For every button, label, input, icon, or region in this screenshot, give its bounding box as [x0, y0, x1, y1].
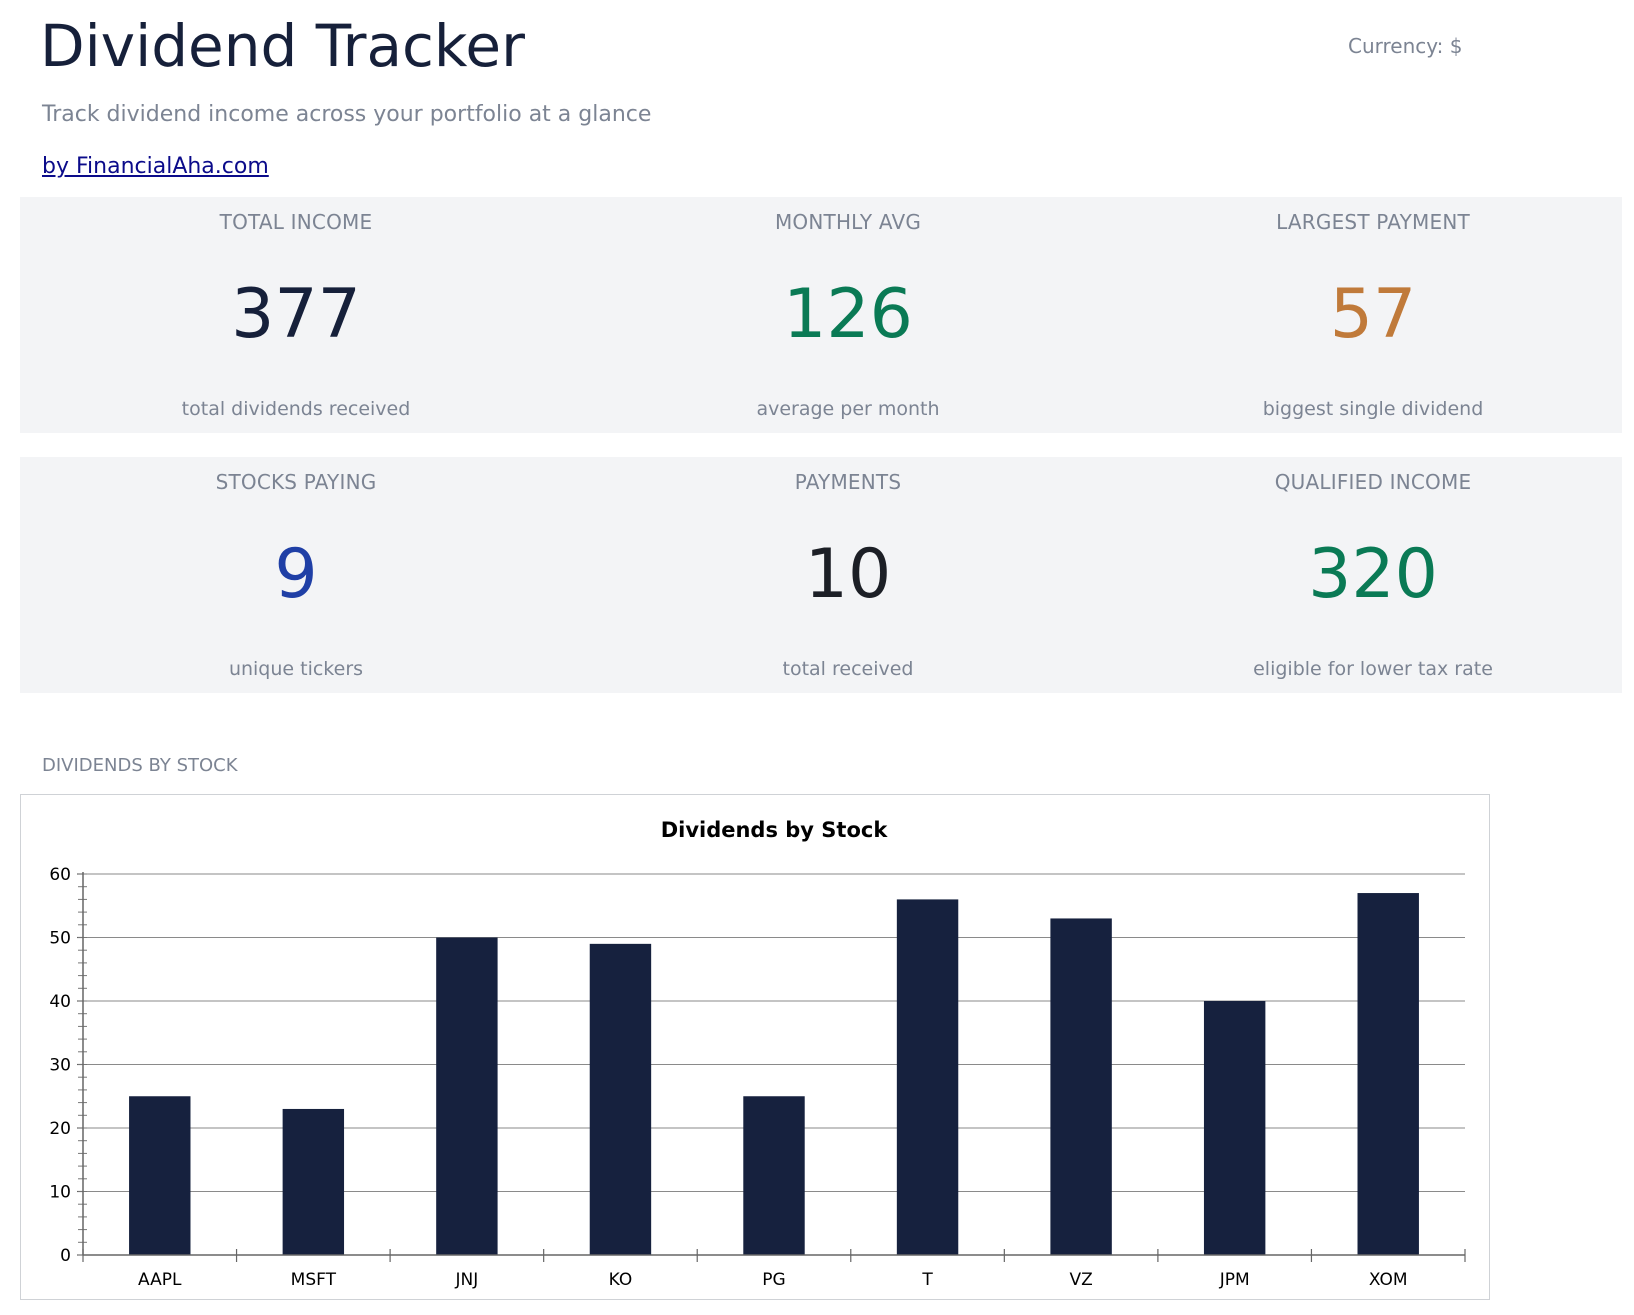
bar-jnj	[436, 937, 498, 1255]
stat-label: MONTHLY AVG	[774, 210, 922, 234]
y-tick-label: 50	[49, 929, 71, 949]
x-tick-label: AAPL	[138, 1270, 182, 1290]
x-tick-label: JPM	[1219, 1270, 1250, 1290]
stat-value: 9	[274, 535, 318, 614]
stats-row-top: TOTAL INCOME 377 total dividends receive…	[20, 197, 1622, 433]
stat-label: QUALIFIED INCOME	[1274, 470, 1472, 494]
x-tick-label: MSFT	[291, 1270, 337, 1290]
bar-t	[896, 899, 959, 1255]
stat-value: 320	[1308, 535, 1438, 614]
stat-card-stocks-paying: STOCKS PAYING 9 unique tickers	[20, 457, 572, 693]
y-tick-label: 30	[49, 1056, 71, 1076]
page-subtitle: Track dividend income across your portfo…	[42, 102, 652, 127]
stat-card-total-income: TOTAL INCOME 377 total dividends receive…	[20, 197, 572, 433]
stat-label: STOCKS PAYING	[215, 470, 377, 494]
stats-row-bottom: STOCKS PAYING 9 unique tickers PAYMENTS …	[20, 457, 1622, 693]
stat-caption: total received	[782, 658, 914, 680]
stat-value: 10	[804, 535, 892, 614]
stat-caption: biggest single dividend	[1262, 398, 1484, 420]
stat-value: 57	[1329, 275, 1417, 354]
page-title: Dividend Tracker	[40, 12, 525, 80]
y-tick-label: 40	[49, 992, 71, 1012]
bar-jpm	[1203, 1001, 1266, 1255]
stat-caption: total dividends received	[181, 398, 411, 420]
x-tick-label: T	[921, 1270, 933, 1290]
section-label-dividends-by-stock: DIVIDENDS BY STOCK	[42, 755, 238, 776]
stat-label: LARGEST PAYMENT	[1276, 210, 1470, 234]
bar-msft	[282, 1108, 345, 1255]
stat-caption: average per month	[756, 398, 940, 420]
bar-xom	[1357, 893, 1419, 1255]
x-tick-label: JNJ	[455, 1270, 479, 1290]
stat-caption: eligible for lower tax rate	[1253, 658, 1493, 680]
financialaha-link[interactable]: by FinancialAha.com	[42, 154, 269, 179]
x-tick-label: KO	[609, 1270, 633, 1290]
bar-ko	[589, 943, 652, 1255]
y-tick-label: 60	[49, 865, 71, 885]
y-tick-label: 20	[49, 1119, 71, 1139]
stat-label: PAYMENTS	[794, 470, 902, 494]
stat-value: 126	[783, 275, 913, 354]
x-tick-label: XOM	[1369, 1270, 1408, 1290]
stat-card-qualified-income: QUALIFIED INCOME 320 eligible for lower …	[1124, 457, 1622, 693]
dividends-chart: Dividends by Stock 0 10 20 30 40 50 60 AAPL MSFT J…	[20, 794, 1490, 1300]
bar-aapl	[129, 1096, 191, 1255]
stat-caption: unique tickers	[228, 658, 364, 680]
y-tick-label: 10	[49, 1183, 71, 1203]
x-tick-label: PG	[762, 1270, 785, 1290]
x-tick-label: VZ	[1069, 1270, 1092, 1290]
stat-label: TOTAL INCOME	[219, 210, 373, 234]
bar-pg	[743, 1096, 805, 1255]
stat-card-payments: PAYMENTS 10 total received	[572, 457, 1124, 693]
currency-indicator: Currency: $	[1348, 34, 1463, 58]
y-tick-label: 0	[60, 1246, 71, 1266]
chart-title: Dividends by Stock	[661, 818, 889, 842]
stat-card-largest-payment: LARGEST PAYMENT 57 biggest single divide…	[1124, 197, 1622, 433]
dividends-bar-chart: Dividends by Stock 0 10 20 30 40 50 60 AAPL MSFT J…	[49, 818, 1466, 1290]
stat-value: 377	[231, 275, 361, 354]
stat-card-monthly-avg: MONTHLY AVG 126 average per month	[572, 197, 1124, 433]
bar-vz	[1050, 918, 1112, 1255]
